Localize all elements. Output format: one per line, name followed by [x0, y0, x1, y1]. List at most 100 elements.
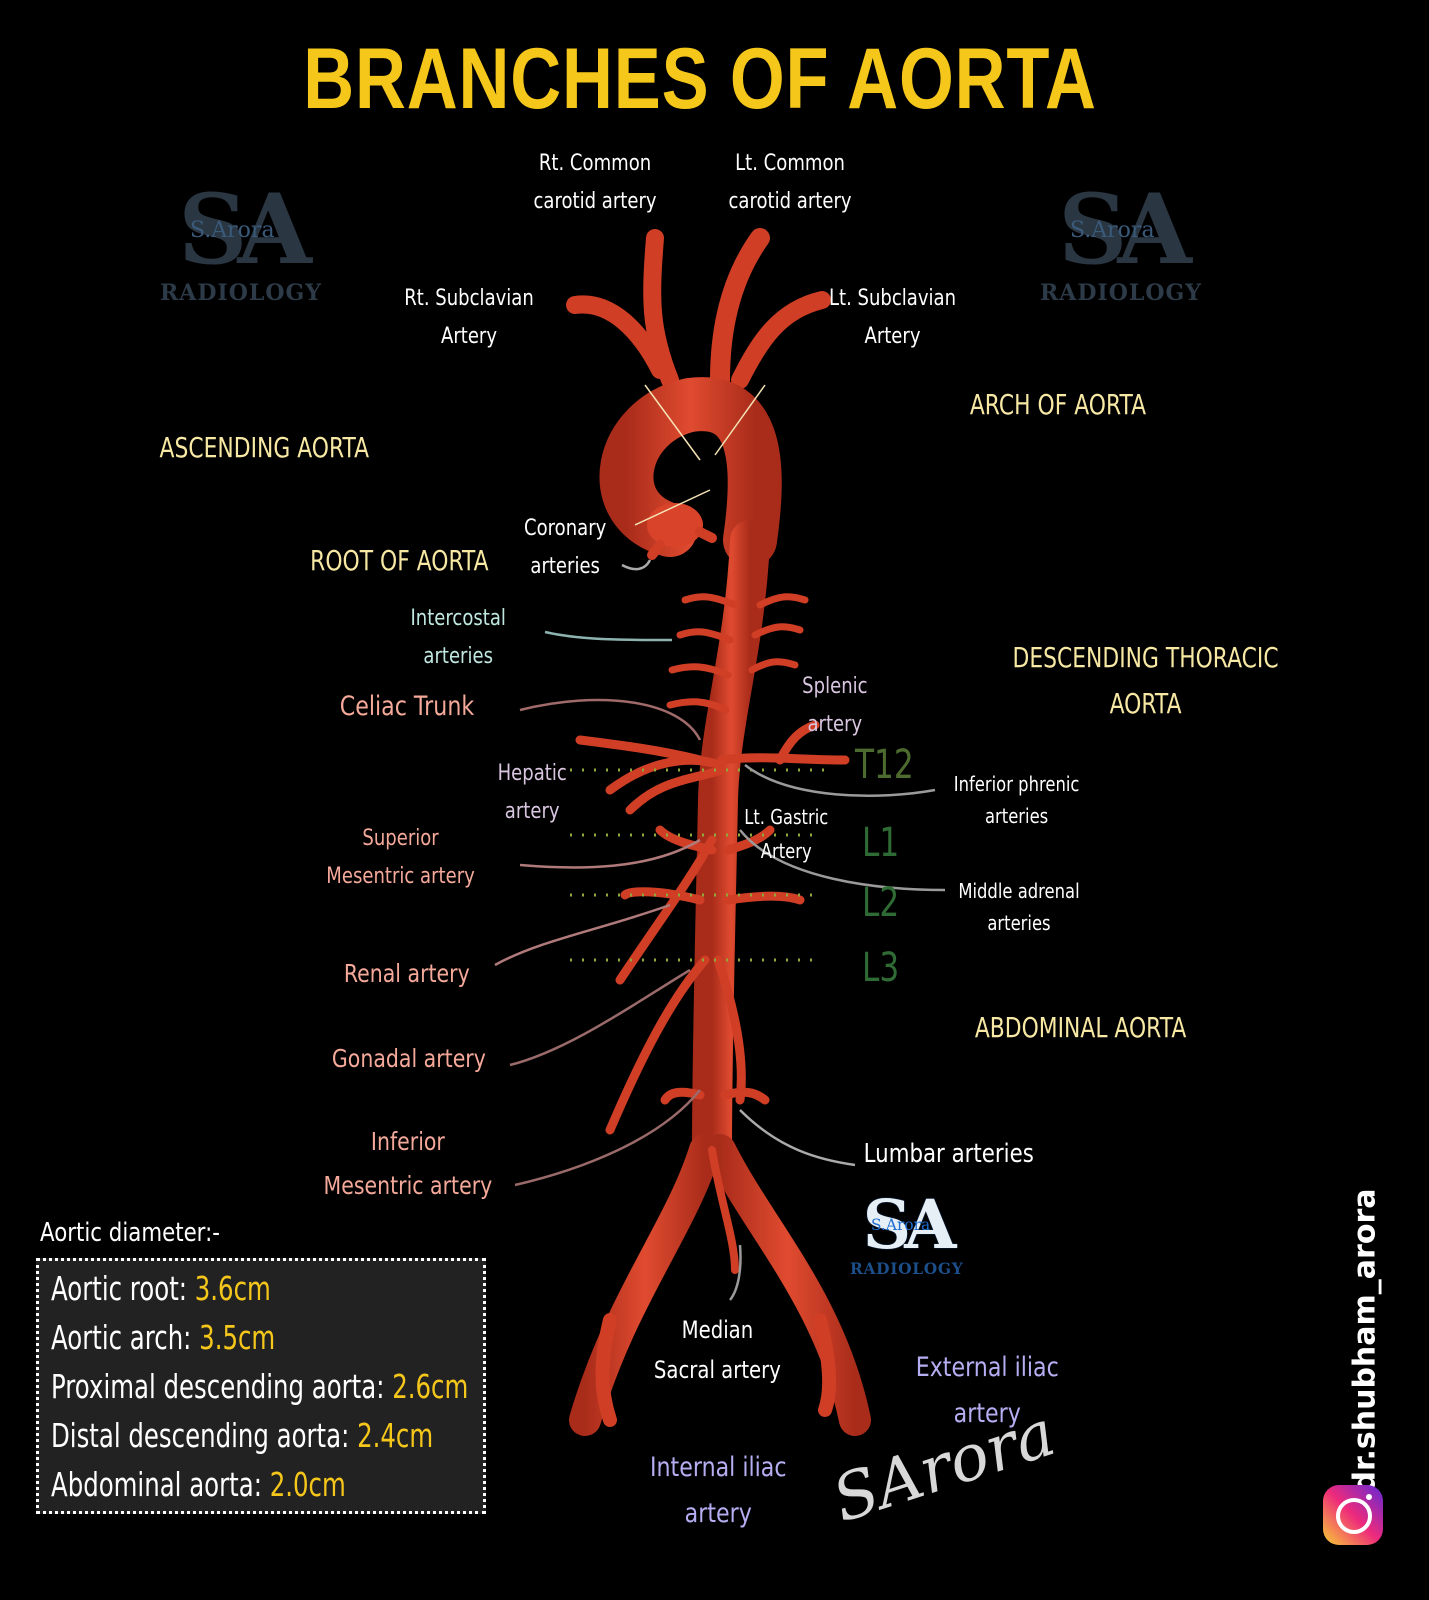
level-l2: L2	[862, 880, 900, 926]
label-lt-common-carotid: Lt. Common carotid artery	[729, 145, 852, 221]
label-arrows	[494, 559, 946, 1301]
label-line: Mesentric artery	[323, 1171, 493, 1200]
diameter-value: 3.5cm	[199, 1318, 276, 1357]
label-line: Lt. Subclavian	[828, 286, 957, 311]
label-line: Rt. Common	[538, 151, 652, 176]
coronary-arrow	[621, 559, 652, 571]
aortic-arch	[599, 377, 782, 567]
left-common-iliac	[704, 1134, 871, 1436]
logo-word: RADIOLOGY	[160, 280, 323, 306]
section-arch-of-aorta: ARCH OF AORTA	[969, 388, 1147, 421]
label-line: Inferior	[370, 1127, 445, 1156]
label-gonadal: Gonadal artery	[331, 1044, 486, 1073]
label-line: Coronary	[524, 516, 607, 541]
label-intercostal: Intercostal arteries	[410, 600, 505, 676]
diameter-label: Aortic arch:	[51, 1318, 200, 1357]
label-coronary: Coronary arteries	[524, 510, 606, 586]
middle-adrenal-arrow	[739, 829, 946, 892]
social-handle[interactable]: dr.shubham_arora	[1340, 1189, 1383, 1495]
celiac-arrow	[519, 698, 702, 741]
diameter-label: Abdominal aorta:	[51, 1465, 270, 1504]
label-line: Mesentric artery	[326, 864, 475, 889]
label-line: artery	[807, 712, 863, 737]
section-descending-thoracic: DESCENDING THORACIC AORTA	[1013, 635, 1279, 727]
inferior-phrenic-arrow	[744, 764, 936, 797]
aortic-root	[647, 503, 703, 547]
label-hepatic: Hepatic artery	[498, 755, 567, 831]
label-rt-common-carotid: Rt. Common carotid artery	[534, 145, 657, 221]
logo-letters: SA	[1058, 173, 1192, 286]
diameter-heading: Aortic diameter:-	[40, 1218, 220, 1248]
section-line: AORTA	[1109, 687, 1182, 720]
label-inferior-phrenic: Inferior phrenic arteries	[954, 768, 1080, 832]
gonadal-arrow	[509, 968, 691, 1067]
label-line: Median	[681, 1316, 754, 1344]
label-superior-mesenteric: Superior Mesentric artery	[326, 820, 474, 896]
page-title: BRANCHES OF AORTA	[303, 31, 1097, 127]
instagram-icon-dot	[1366, 1494, 1372, 1500]
label-line: Lt. Gastric	[744, 805, 829, 829]
median-sacral	[708, 1146, 739, 1274]
section-root-of-aorta: ROOT OF AORTA	[310, 544, 489, 577]
renal-arrow	[494, 903, 671, 967]
label-lt-gastric: Lt. Gastric Artery	[744, 800, 828, 868]
label-line: artery	[684, 1498, 752, 1529]
label-line: carotid artery	[728, 189, 852, 214]
label-internal-iliac: Internal iliac artery	[650, 1445, 787, 1537]
intercostal-arrow	[544, 630, 673, 642]
instagram-icon-ring	[1336, 1498, 1372, 1534]
diameter-row: Distal descending aorta: 2.4cm	[51, 1416, 433, 1455]
diameter-value: 2.4cm	[357, 1416, 434, 1455]
diameter-box: Aortic root: 3.6cm Aortic arch: 3.5cm Pr…	[36, 1258, 486, 1514]
label-line: Artery	[864, 324, 921, 349]
vessels	[566, 228, 871, 1436]
label-line: carotid artery	[533, 189, 657, 214]
level-l3: L3	[862, 945, 900, 991]
diameter-value: 2.0cm	[269, 1465, 346, 1504]
diameter-row: Abdominal aorta: 2.0cm	[51, 1465, 346, 1504]
label-line: Hepatic	[497, 761, 567, 786]
label-line: Sacral artery	[653, 1356, 781, 1384]
inferior-mesenteric-arrow	[514, 1089, 701, 1187]
label-line: arteries	[423, 644, 493, 669]
label-line: Superior	[362, 826, 439, 851]
superior-mesenteric-arrow	[519, 838, 701, 869]
label-line: artery	[953, 1398, 1021, 1429]
logo-letters: SA	[862, 1185, 957, 1265]
watermark-logo-bottom: SA S.Arora RADIOLOGY	[850, 1185, 963, 1288]
diameter-row: Proximal descending aorta: 2.6cm	[51, 1367, 468, 1406]
logo-letters: SA	[178, 173, 312, 286]
label-lt-subclavian: Lt. Subclavian Artery	[829, 280, 956, 356]
label-inferior-mesenteric: Inferior Mesentric artery	[324, 1120, 493, 1208]
instagram-icon[interactable]	[1323, 1485, 1383, 1545]
label-line: Internal iliac	[649, 1452, 787, 1483]
diameter-value: 3.6cm	[194, 1269, 271, 1308]
diameter-row: Aortic root: 3.6cm	[51, 1269, 271, 1308]
label-line: Artery	[440, 324, 498, 349]
left-internal-iliac	[813, 1313, 837, 1417]
label-middle-adrenal: Middle adrenal arteries	[958, 875, 1079, 939]
label-line: Inferior phrenic	[953, 772, 1080, 796]
level-l1: L1	[862, 820, 900, 866]
lumbar-arrow	[739, 1109, 856, 1167]
label-splenic: Splenic artery	[802, 668, 867, 744]
intercostal-branches	[666, 593, 809, 714]
median-sacral-arrow	[728, 1244, 742, 1301]
section-pointers	[634, 384, 766, 526]
diameter-label: Aortic root:	[51, 1269, 195, 1308]
right-internal-iliac	[595, 1313, 617, 1427]
label-line: Artery	[760, 839, 812, 863]
lt-subclavian	[731, 291, 831, 389]
label-line: Rt. Subclavian	[404, 286, 534, 311]
label-line: artery	[504, 799, 560, 824]
label-median-sacral: Median Sacral artery	[654, 1310, 781, 1390]
label-rt-subclavian: Rt. Subclavian Artery	[404, 280, 534, 356]
diameter-value: 2.6cm	[392, 1367, 469, 1406]
diameter-label: Distal descending aorta:	[51, 1416, 358, 1455]
coronary-stub	[647, 540, 665, 560]
label-celiac: Celiac Trunk	[339, 691, 475, 722]
descending-aorta	[692, 520, 770, 1170]
logo-small-text: S.Arora	[871, 1216, 931, 1235]
diameter-row: Aortic arch: 3.5cm	[51, 1318, 275, 1357]
